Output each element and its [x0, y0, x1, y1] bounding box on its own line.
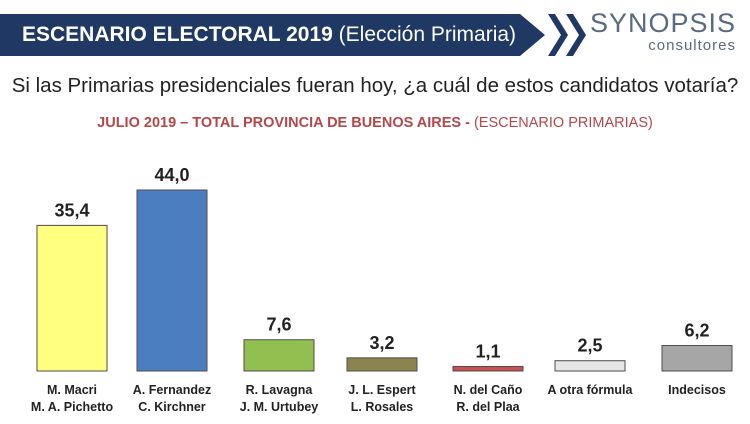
category-label-4-1: R. del Plaa — [456, 400, 520, 414]
data-label-1: 44,0 — [154, 165, 189, 185]
category-label-2-1: J. M. Urtubey — [240, 400, 319, 414]
category-label-3-1: L. Rosales — [351, 400, 414, 414]
bar-0 — [36, 224, 108, 372]
header-title: ESCENARIO ELECTORAL 2019 (Elección Prima… — [22, 14, 516, 56]
header-title-secondary: (Elección Primaria) — [338, 23, 517, 46]
category-label-1-1: C. Kirchner — [138, 400, 206, 414]
subtitle-scenario: (ESCENARIO PRIMARIAS) — [473, 115, 653, 131]
survey-question: Si las Primarias presidenciales fueran h… — [11, 74, 739, 97]
data-label-6: 6,2 — [684, 320, 709, 340]
category-label-0-1: M. A. Pichetto — [31, 400, 114, 414]
data-label-0: 35,4 — [54, 200, 89, 220]
bar-1 — [136, 189, 208, 372]
category-label-3-0: J. L. Espert — [348, 383, 416, 397]
category-label-6-0: Indecisos — [668, 383, 726, 397]
bar-2 — [243, 339, 315, 372]
category-label-2-0: R. Lavagna — [246, 383, 314, 397]
data-label-2: 7,6 — [266, 315, 291, 335]
category-label-5-0: A otra fórmula — [548, 383, 634, 397]
bar-6 — [661, 344, 733, 372]
category-label-4-0: N. del Caño — [454, 383, 523, 397]
bar-4 — [452, 365, 524, 372]
bar-3 — [346, 357, 418, 372]
logo-wordmark: SYNOPSIS — [589, 8, 736, 38]
logo-subtitle: consultores — [648, 37, 736, 54]
category-label-1-0: A. Fernandez — [133, 383, 212, 397]
data-label-4: 1,1 — [475, 341, 500, 361]
category-label-0-0: M. Macri — [47, 383, 97, 397]
synopsis-logo: SYNOPSIS consultores — [590, 8, 736, 54]
header-banner — [0, 14, 545, 56]
header-title-main: ESCENARIO ELECTORAL 2019 — [22, 23, 333, 46]
data-label-5: 2,5 — [577, 336, 602, 356]
subtitle-date-region: JULIO 2019 – TOTAL PROVINCIA DE BUENOS A… — [97, 115, 470, 131]
bar-5 — [554, 360, 626, 372]
chart-subtitle: JULIO 2019 – TOTAL PROVINCIA DE BUENOS A… — [0, 115, 750, 131]
data-label-3: 3,2 — [369, 333, 394, 353]
